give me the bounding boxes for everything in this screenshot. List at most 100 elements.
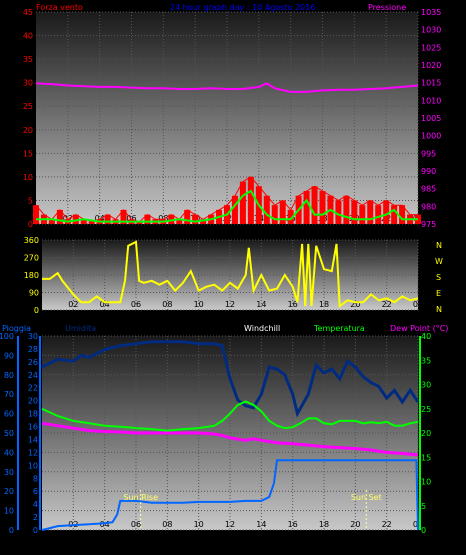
- humidity-y-tick-label: 2: [33, 513, 38, 522]
- humidity-y-tick-label: 6: [33, 487, 38, 496]
- rain-y-tick-label: 40: [4, 448, 14, 457]
- pressure-y-tick-label: 1010: [421, 96, 441, 105]
- wind-y-tick-label: 30: [23, 79, 33, 88]
- rain-line: [41, 459, 419, 531]
- rain-y-tick-label: 70: [4, 390, 14, 399]
- pressure-y-tick-label: 995: [421, 149, 436, 158]
- pressure-y-tick-label: 1000: [421, 132, 441, 141]
- wind-y-tick-label: 40: [23, 32, 33, 41]
- x-tick-label: 12: [225, 520, 235, 529]
- wind-axis-title: Forza vento: [36, 3, 83, 12]
- rain-y-tick-label: 80: [4, 371, 14, 380]
- rain-y-tick-label: 30: [4, 468, 14, 477]
- wind-y-tick-label: 20: [23, 126, 33, 135]
- x-tick-label: 08: [158, 214, 168, 223]
- rain-y-tick-label: 50: [4, 429, 14, 438]
- pressure-axis-title: Pressione: [368, 3, 406, 12]
- rain-y-tick-label: 90: [4, 351, 14, 360]
- wind-direction-line: [42, 240, 419, 309]
- direction-y-tick-label: 180: [24, 271, 39, 280]
- x-tick-label: 04: [100, 520, 110, 529]
- compass-s: S: [436, 273, 441, 282]
- x-tick-label: 18: [319, 300, 329, 309]
- wind-y-tick-label: 10: [23, 173, 33, 182]
- rain-y-tick-label: 60: [4, 410, 14, 419]
- humidity-y-tick-label: 22: [28, 384, 38, 393]
- x-tick-label: 04: [100, 300, 110, 309]
- humidity-y-tick-label: 12: [28, 448, 38, 457]
- compass-n-bottom: N: [436, 305, 442, 314]
- pressure-y-tick-label: 1005: [421, 114, 441, 123]
- x-tick-label: 06: [131, 520, 141, 529]
- x-tick-label: 06: [126, 214, 136, 223]
- chart-title: 24 hour graph day : 10 Agosto 2016: [170, 3, 315, 12]
- wind-y-tick-label: 45: [23, 8, 33, 17]
- humidity-y-tick-label: 4: [33, 500, 38, 509]
- temp-y-tick-label: 35: [421, 356, 431, 365]
- humidity-y-tick-label: 0: [33, 526, 38, 535]
- x-tick-label: 14: [256, 520, 266, 529]
- x-tick-label: 18: [319, 520, 329, 529]
- pressure-y-tick-label: 1035: [421, 8, 441, 17]
- pressure-y-tick-label: 985: [421, 185, 436, 194]
- temp-y-tick-label: 25: [421, 405, 431, 414]
- dewpoint-line: [41, 421, 418, 457]
- temperature-legend: Temperatura: [313, 324, 365, 333]
- x-tick-label: 08: [162, 300, 172, 309]
- temp-y-tick-label: 0: [421, 526, 426, 535]
- x-tick-label: 20: [350, 300, 360, 309]
- compass-w: W: [435, 257, 443, 266]
- wind-y-tick-label: 5: [28, 196, 33, 205]
- humidity-y-tick-label: 8: [33, 474, 38, 483]
- rain-y-tick-label: 20: [4, 487, 14, 496]
- temperature-line: [41, 400, 419, 432]
- wind-y-tick-label: 15: [23, 149, 33, 158]
- x-tick-label: 12: [225, 300, 235, 309]
- temp-y-tick-label: 40: [421, 332, 431, 341]
- wind-gust-line: [36, 189, 418, 223]
- sunrise-label: Sun Rise: [123, 493, 158, 502]
- humidity-axis-title: Umidita: [65, 324, 96, 333]
- temp-y-tick-label: 20: [421, 429, 431, 438]
- pressure-y-tick-label: 1020: [421, 61, 441, 70]
- x-tick-label: 10: [194, 520, 204, 529]
- wind-y-tick-label: 35: [23, 55, 33, 64]
- rain-y-tick-label: 10: [4, 507, 14, 516]
- humidity-y-tick-label: 20: [28, 397, 38, 406]
- pressure-y-tick-label: 1030: [421, 26, 441, 35]
- pressure-y-tick-label: 980: [421, 202, 436, 211]
- x-tick-label: 14: [256, 300, 266, 309]
- rain-y-tick-label: 0: [9, 526, 14, 535]
- x-tick-label: 02: [63, 214, 73, 223]
- temp-y-tick-label: 5: [421, 502, 426, 511]
- pressure-y-tick-label: 1015: [421, 79, 441, 88]
- wind-y-tick-label: 0: [28, 220, 33, 229]
- wind-y-tick-label: 25: [23, 102, 33, 111]
- humidity-y-tick-label: 16: [28, 423, 38, 432]
- wind-speed-line: [35, 176, 418, 223]
- pressure-y-tick-label: 1025: [421, 43, 441, 52]
- direction-y-tick-label: 270: [24, 254, 39, 263]
- temp-y-tick-label: 30: [421, 381, 431, 390]
- x-tick-label: 16: [288, 520, 298, 529]
- direction-y-tick-label: 90: [29, 289, 39, 298]
- sunset-label: Sun Set: [351, 493, 382, 502]
- x-tick-label: 10: [194, 300, 204, 309]
- humidity-y-tick-label: 18: [28, 410, 38, 419]
- dewpoint-legend: Dew Point (°C): [390, 324, 448, 333]
- temp-y-tick-label: 15: [421, 453, 431, 462]
- humidity-y-tick-label: 14: [28, 435, 38, 444]
- humidity-y-tick-label: 26: [28, 358, 38, 367]
- direction-panel-bg: [42, 240, 418, 310]
- rain-y-tick-label: 100: [0, 332, 14, 341]
- compass-e: E: [436, 289, 441, 298]
- humidity-line: [41, 340, 420, 418]
- pressure-y-tick-label: 990: [421, 167, 436, 176]
- x-tick-label: 22: [382, 300, 392, 309]
- direction-y-tick-label: 360: [24, 236, 39, 245]
- x-tick-label: 02: [68, 300, 78, 309]
- x-tick-label: 04: [95, 214, 105, 223]
- x-tick-label: 16: [288, 300, 298, 309]
- rain-axis-title: Pioggia: [2, 324, 31, 333]
